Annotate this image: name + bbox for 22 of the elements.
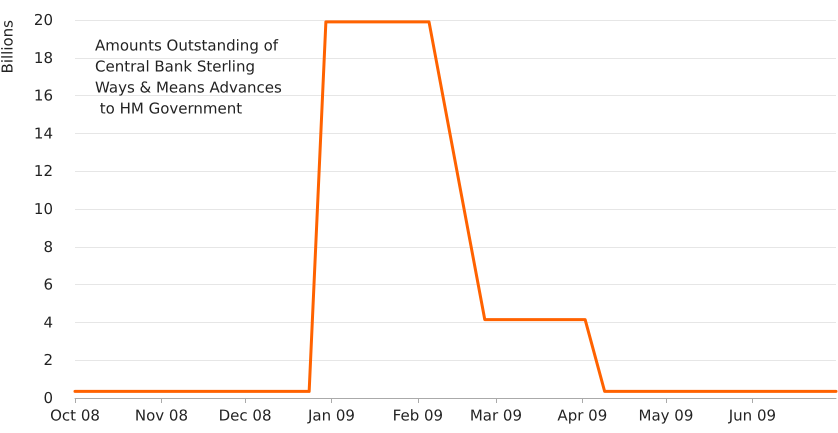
x-tick-label: Jun 09: [728, 406, 776, 424]
x-tick-label: Feb 09: [392, 406, 444, 424]
y-axis-title: Billions: [0, 20, 16, 74]
y-tick-label: 16: [34, 86, 53, 105]
y-tick-label: 6: [43, 276, 53, 294]
text: Amounts Outstanding of Central Bank Sterling Ways & Means Advances to HM Government: [95, 36, 283, 118]
y-tick-label: 20: [34, 11, 53, 29]
y-tick-label: 14: [34, 124, 53, 142]
x-tick-label: Dec 08: [218, 406, 272, 424]
x-tick-label: Mar 09: [470, 406, 522, 424]
x-tick-label: Oct 08: [50, 406, 100, 424]
y-tick-label: 0: [43, 389, 53, 407]
x-tick-label: Apr 09: [557, 406, 608, 424]
y-tick-label: 8: [43, 238, 53, 256]
y-tick-label: 18: [34, 48, 53, 67]
y-tick-label: 12: [34, 162, 53, 180]
y-tick-label: 2: [43, 351, 53, 370]
x-tick-label: Jan 09: [306, 406, 355, 424]
x-tick-label: Nov 08: [134, 406, 188, 424]
x-tick-label: May 09: [638, 406, 694, 424]
y-tick-label: 4: [43, 313, 53, 332]
y-tick-label: 10: [34, 200, 53, 218]
